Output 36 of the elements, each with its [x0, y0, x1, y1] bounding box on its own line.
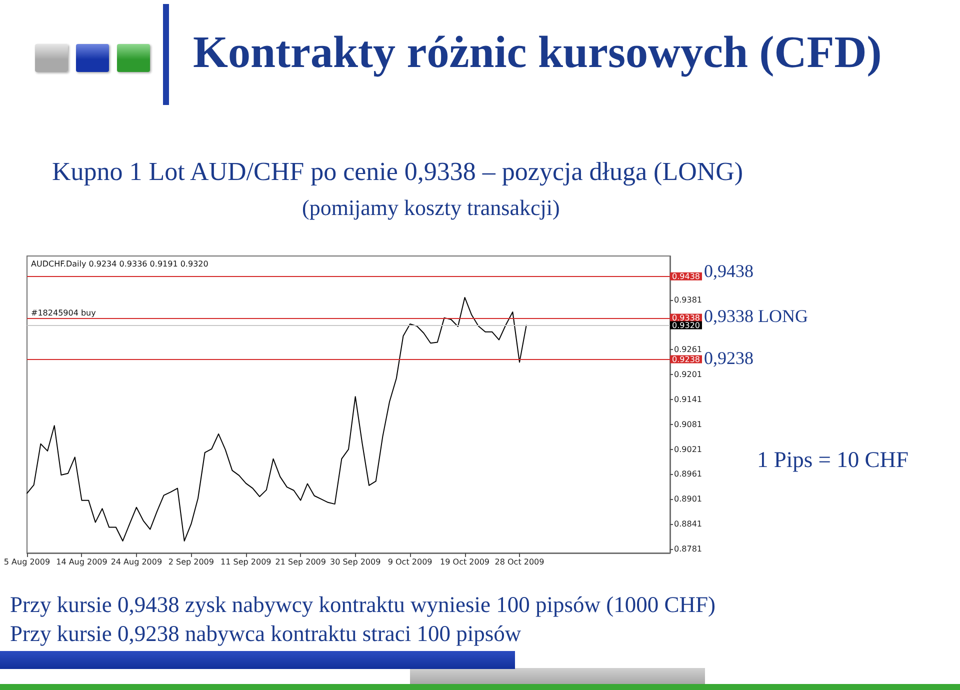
y-tick-label: 0.9141 [674, 395, 702, 404]
y-tick-label: 0.8841 [674, 519, 702, 528]
text: 0,9238 [704, 347, 754, 370]
y-tick-label: 0.8961 [674, 470, 702, 479]
x-tick-label: 14 Aug 2009 [56, 558, 108, 566]
text: Przy kursie 0,9238 nabywca kontraktu straci 100 pipsów [10, 620, 522, 648]
ref-line-label: 0.9338 [672, 313, 700, 322]
ref-line-label: 0.9320 [672, 320, 700, 330]
annotation: #18245904 buy [31, 308, 96, 318]
x-tick-label: 21 Sep 2009 [275, 558, 326, 566]
y-tick-label: 0.9021 [674, 444, 702, 454]
chart-title: Kontrakty różnic kursowych (CFD) [193, 26, 882, 79]
text: Przy kursie 0,9438 zysk nabywcy kontraktu wyniesie 100 pipsów (1000 CHF) [10, 591, 716, 619]
ref-line-label: 0.9238 [672, 354, 700, 364]
text: 1 Pips = 10 CHF [757, 446, 908, 474]
x-tick-label: 19 Oct 2009 [440, 558, 490, 566]
y-tick-label: 0.9261 [674, 345, 702, 354]
x-tick-label: 11 Sep 2009 [220, 558, 272, 566]
x-tick-label: 30 Sep 2009 [330, 558, 381, 566]
annotation: AUDCHF.Daily 0.9234 0.9336 0.9191 0.9320 [31, 260, 208, 268]
text: 0,9438 [704, 260, 754, 283]
text: 0,9338 LONG [704, 305, 808, 328]
y-tick-label: 0.9201 [674, 370, 702, 380]
x-tick-label: 28 Oct 2009 [494, 558, 544, 566]
line-series [26, 296, 527, 542]
y-tick-label: 0.9381 [674, 295, 702, 304]
text: (pomijamy koszty transakcji) [302, 194, 560, 222]
x-tick-label: 24 Aug 2009 [110, 558, 162, 566]
y-tick-label: 0.8901 [674, 494, 702, 504]
ref-line-label: 0.9438 [672, 272, 700, 281]
x-tick-label: 9 Oct 2009 [388, 558, 432, 566]
x-tick-label: 2 Sep 2009 [168, 558, 214, 566]
y-tick-label: 0.9081 [674, 420, 702, 429]
x-tick-label: 5 Aug 2009 [4, 558, 50, 566]
y-tick-label: 0.8781 [674, 544, 702, 554]
chart-subtitle: Kupno 1 Lot AUD/CHF po cenie 0,9338 – pozycja długa (LONG) [52, 156, 744, 188]
